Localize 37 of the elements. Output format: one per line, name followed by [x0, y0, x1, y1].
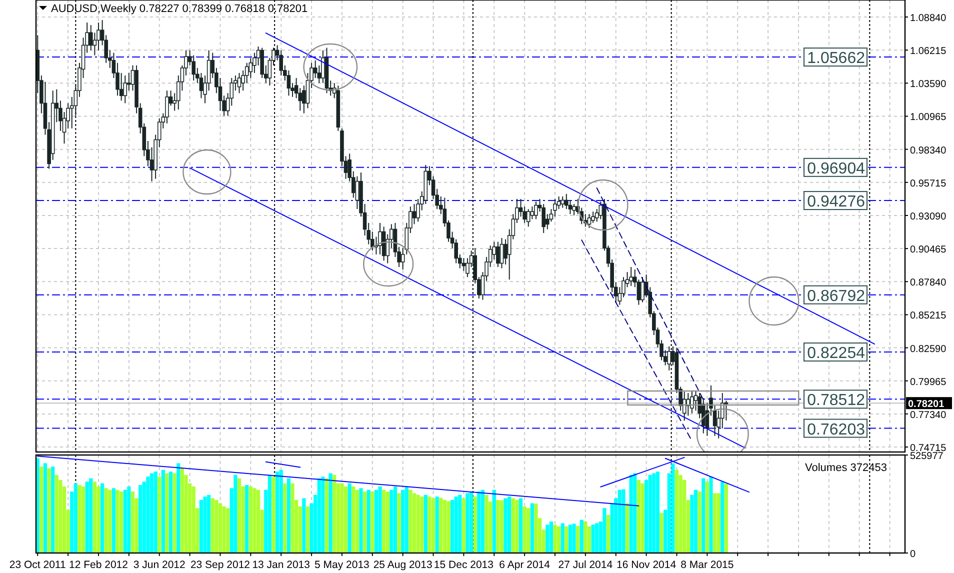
y-tick-label: 1.08840	[910, 13, 947, 24]
ref-line-label: 0.78512	[807, 392, 866, 410]
y-tick-label: 0.93090	[910, 211, 947, 222]
x-tick-label: 23 Oct 2011	[9, 559, 66, 571]
y-tick-label: 1.00965	[910, 112, 947, 124]
y-tick-label: 0.95715	[910, 178, 947, 190]
x-tick-label: 5 May 2013	[314, 559, 370, 571]
x-tick-label: 25 Aug 2013	[373, 559, 432, 571]
ref-line-label: 0.82254	[807, 345, 866, 362]
x-tick-label: 13 Jan 2013	[252, 559, 310, 571]
y-tick-label: 0.77340	[910, 410, 947, 421]
y-tick-label: 525977	[910, 451, 944, 462]
y-tick-label: 0.90465	[910, 244, 947, 256]
y-tick-label: 1.06215	[910, 46, 947, 58]
x-tick-label: 12 Feb 2012	[69, 559, 128, 571]
y-tick-label: 0	[910, 549, 916, 560]
ref-line-label: 0.76203	[807, 421, 866, 438]
x-tick-label: 23 Sep 2012	[190, 559, 250, 571]
ref-line-label: 0.96904	[807, 160, 866, 178]
x-tick-label: 3 Jun 2012	[133, 559, 186, 571]
chart-title: AUDUSD,Weekly 0.78227 0.78399 0.76818 0.78201	[51, 3, 308, 15]
x-tick-label: 6 Apr 2014	[499, 559, 550, 571]
x-tick-label: 16 Nov 2014	[616, 559, 676, 571]
y-tick-label: 1.03590	[910, 79, 947, 90]
text: Volumes 372453	[805, 462, 887, 474]
y-tick-label: 0.98340	[910, 145, 947, 156]
y-tick-label: 0.79965	[910, 376, 947, 388]
x-tick-label: 8 Mar 2015	[680, 559, 734, 571]
x-tick-label: 15 Dec 2013	[434, 559, 494, 571]
x-tick-label: 27 Jul 2014	[558, 559, 613, 571]
y-tick-label: 0.87840	[910, 278, 947, 289]
ref-line-label: 0.86792	[807, 288, 866, 305]
ref-line-label: 0.78201	[908, 399, 945, 410]
y-tick-label: 0.85215	[910, 310, 947, 322]
ref-line-label: 1.05662	[807, 50, 866, 68]
ref-line-label: 0.94276	[807, 194, 866, 211]
y-tick-label: 0.82590	[910, 344, 947, 355]
